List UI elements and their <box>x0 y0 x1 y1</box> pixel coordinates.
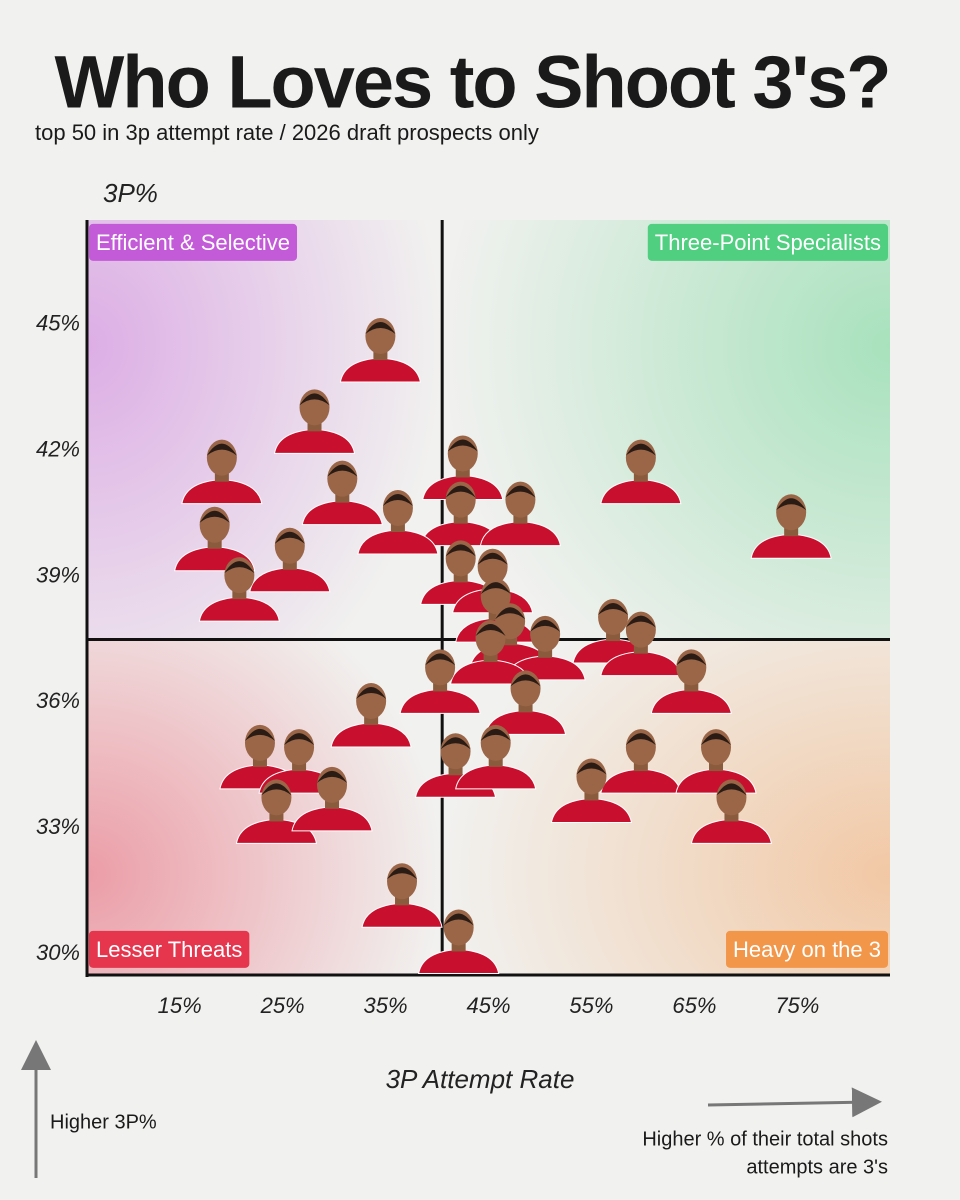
quadrant-label: Efficient & Selective <box>96 230 290 255</box>
player-hair <box>206 443 237 456</box>
player-hair <box>443 913 474 926</box>
player-photo <box>750 494 832 559</box>
quadrant-area <box>442 639 890 975</box>
player-hair <box>440 737 471 750</box>
x-tick-label: 15% <box>158 993 202 1018</box>
player-photo <box>339 318 422 383</box>
player-hair <box>505 485 536 498</box>
player-hair <box>510 674 541 687</box>
player-hair <box>445 485 476 498</box>
player-photo <box>479 481 562 547</box>
player-hair <box>261 783 292 796</box>
player-hair <box>356 686 387 699</box>
player-hair <box>625 443 656 456</box>
player-photo <box>330 682 412 748</box>
player-photo <box>301 460 383 526</box>
quadrant-label: Lesser Threats <box>96 937 242 962</box>
y-tick-label: 39% <box>36 562 80 587</box>
x-tick-label: 65% <box>672 993 716 1018</box>
player-photo <box>249 527 331 593</box>
player-hair <box>284 733 315 746</box>
player-hair <box>495 607 526 620</box>
player-hair <box>716 783 747 796</box>
player-photo <box>600 439 682 505</box>
player-hair <box>625 615 656 628</box>
player-photo <box>455 724 537 790</box>
player-photo <box>650 649 732 714</box>
player-photo <box>504 615 586 681</box>
player-photo <box>273 389 356 454</box>
quadrant-label-bg <box>89 223 298 261</box>
x-tick-label: 35% <box>364 993 408 1018</box>
y-tick-label: 30% <box>36 940 80 965</box>
x-arrow <box>707 1087 882 1118</box>
player-hair <box>701 733 732 746</box>
player-hair <box>425 653 456 666</box>
player-hair <box>480 728 511 741</box>
y-tick-label: 42% <box>36 437 80 462</box>
quadrant-label-bg <box>726 930 888 968</box>
player-hair <box>576 762 607 775</box>
quadrant-label-bg <box>89 930 250 968</box>
player-photo <box>484 670 567 735</box>
player-photo <box>399 649 481 714</box>
quadrant-area <box>442 220 890 640</box>
player-photo <box>357 490 439 555</box>
player-hair <box>625 733 656 746</box>
quadrant-label: Heavy on the 3 <box>733 937 881 962</box>
player-photo <box>690 779 773 844</box>
y-tick-label: 33% <box>36 814 80 839</box>
chart-title: Who Loves to Shoot 3's? <box>55 41 890 124</box>
player-photo <box>361 863 443 928</box>
x-axis-label: 3P Attempt Rate <box>386 1064 575 1094</box>
quadrant-label-bg <box>647 223 888 261</box>
x-tick-label: 25% <box>260 993 305 1018</box>
player-photo <box>420 481 502 547</box>
x-tick-label: 55% <box>569 993 613 1018</box>
player-hair <box>676 653 707 666</box>
player-hair <box>598 603 629 616</box>
player-photo <box>291 766 373 832</box>
player-hair <box>299 393 330 406</box>
player-photo <box>600 611 682 677</box>
chart-subtitle: top 50 in 3p attempt rate / 2026 draft p… <box>35 120 539 145</box>
y-tick-label: 36% <box>36 688 80 713</box>
player-hair <box>477 552 508 565</box>
player-hair <box>317 770 348 783</box>
player-hair <box>475 624 506 637</box>
player-photo <box>449 620 532 685</box>
player-hair <box>382 494 413 506</box>
player-hair <box>365 322 396 335</box>
player-hair <box>199 510 230 523</box>
player-hair <box>387 867 418 880</box>
x-tick-label: 45% <box>466 993 510 1018</box>
player-hair <box>224 561 255 574</box>
y-arrow-note: Higher 3P% <box>50 1111 157 1133</box>
player-hair <box>447 439 478 452</box>
player-hair <box>480 582 511 595</box>
player-hair <box>244 728 275 741</box>
y-axis-label: 3P% <box>103 178 158 208</box>
x-arrow-note: Higher % of their total shots <box>642 1128 888 1150</box>
player-photo <box>181 439 263 505</box>
player-hair <box>776 498 807 511</box>
quadrant-area <box>87 220 443 640</box>
player-hair <box>327 464 358 477</box>
player-hair <box>445 544 476 557</box>
player-hair <box>274 531 305 544</box>
quadrant-label: Three-Point Specialists <box>655 230 881 255</box>
player-hair <box>530 619 561 632</box>
y-tick-label: 45% <box>36 311 80 336</box>
player-photo <box>418 909 500 974</box>
player-photo <box>550 758 633 823</box>
x-tick-label: 75% <box>775 993 819 1018</box>
player-photo <box>198 557 280 622</box>
x-arrow-note: attempts are 3's <box>746 1156 888 1178</box>
